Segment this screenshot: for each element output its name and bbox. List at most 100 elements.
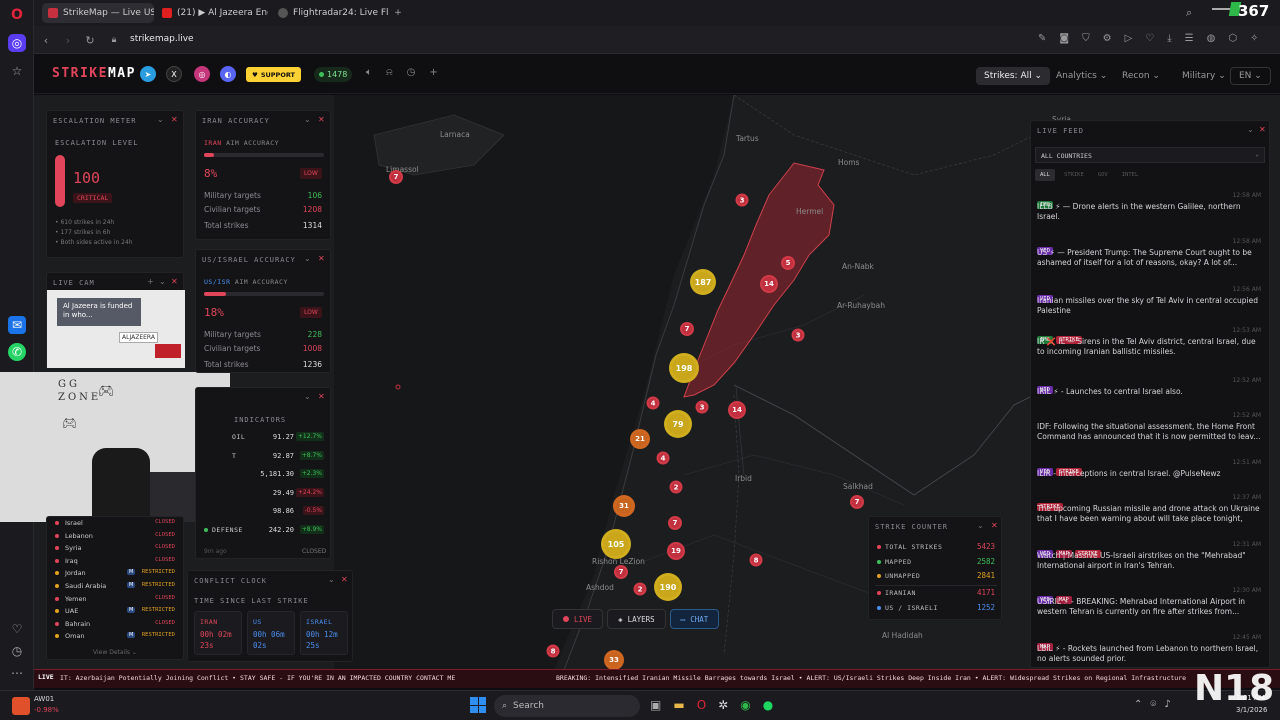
ai-icon[interactable]: ✧ — [1250, 33, 1259, 44]
account-icon[interactable]: ◍ — [1206, 33, 1216, 44]
opera-taskbar-icon[interactable]: O — [696, 698, 707, 712]
mute-icon[interactable]: 🔈︎ — [366, 67, 372, 78]
reload-icon[interactable]: ↻ — [85, 33, 95, 47]
edit-icon[interactable]: ✎ — [1038, 33, 1047, 44]
network-icon[interactable]: ⌾ — [1150, 699, 1157, 710]
workspace-icon[interactable]: ◎ — [8, 34, 26, 52]
close-icon[interactable]: ✕ — [318, 392, 325, 401]
strike-marker[interactable]: 7 — [850, 495, 864, 509]
strike-marker[interactable]: 19 — [667, 542, 685, 560]
strike-marker[interactable]: 4 — [646, 396, 660, 410]
feed-item[interactable]: VID 12:58 AM US ⚡ — President Trump: The S… — [1037, 237, 1261, 268]
close-icon[interactable]: ✕ — [171, 115, 178, 124]
chevron-up-icon[interactable]: ⌃ — [1134, 699, 1143, 710]
close-icon[interactable]: ✕ — [341, 575, 348, 584]
live-button[interactable]: LIVE — [552, 609, 604, 629]
app-icon[interactable]: ✲ — [718, 698, 729, 712]
tab-strikemap[interactable]: StrikeMap — Live US/Israel — [42, 3, 154, 23]
heart-icon[interactable]: ♡ — [1145, 33, 1155, 44]
close-icon[interactable]: ✕ — [1259, 125, 1266, 134]
feed-item[interactable]: IMG STRIKE 12:53 AM IR ❌ IL — Sirens in the… — [1037, 326, 1261, 357]
country-filter-select[interactable]: ALL COUNTRIES ⌄ — [1035, 147, 1265, 163]
strike-marker[interactable]: 14 — [728, 401, 746, 419]
layers-button[interactable]: ◈ LAYERS — [607, 609, 666, 629]
volume-icon[interactable]: ♪ — [1164, 699, 1171, 710]
new-tab-plus-icon[interactable]: + — [394, 8, 402, 18]
add-icon[interactable]: + — [147, 277, 154, 286]
collapse-icon[interactable]: ⌄ — [304, 392, 311, 401]
military-menu[interactable]: Military ⌄ — [1182, 71, 1226, 81]
feed-item[interactable]: IMG 12:58 AM ILLB ⚡ — Drone alerts in the … — [1037, 191, 1261, 222]
feed-tab-all[interactable]: ALL — [1035, 169, 1055, 181]
chat-button[interactable]: ▭ CHAT — [669, 609, 720, 629]
collapse-icon[interactable]: ⌄ — [977, 521, 984, 530]
strike-marker[interactable]: 2 — [669, 480, 683, 494]
feed-item[interactable]: VID 12:52 AM IRIL ⚡ - Launches to central … — [1037, 376, 1261, 397]
strike-marker[interactable]: 198 — [669, 353, 699, 383]
close-icon[interactable]: ✕ — [318, 115, 325, 124]
strike-marker[interactable]: 7 — [668, 516, 682, 530]
strike-marker[interactable]: 187 — [690, 269, 716, 295]
collapse-icon[interactable]: ⌄ — [328, 575, 335, 584]
app-icon[interactable]: ◉ — [740, 698, 751, 712]
collapse-icon[interactable]: ⌄ — [1247, 125, 1254, 134]
instagram-icon[interactable]: ◎ — [194, 66, 210, 82]
history-icon[interactable]: ◷ — [11, 644, 23, 658]
bell-icon[interactable]: ⍾ — [386, 67, 393, 78]
opera-logo-icon[interactable]: O — [11, 7, 23, 23]
tab-flightradar[interactable]: Flightradar24: Live Flight T — [272, 3, 388, 23]
feed-item[interactable]: VID 12:56 AM Iranian missiles over the sky… — [1037, 285, 1261, 316]
download-icon[interactable]: ⤓ — [1167, 33, 1172, 44]
recon-menu[interactable]: Recon ⌄ — [1122, 71, 1160, 81]
collapse-icon[interactable]: ⌄ — [304, 115, 311, 124]
strike-marker[interactable]: 33 — [604, 650, 624, 670]
strike-marker[interactable]: 8 — [546, 644, 560, 658]
strike-marker[interactable]: 7 — [680, 322, 694, 336]
strike-marker[interactable]: 21 — [630, 429, 650, 449]
analytics-menu[interactable]: Analytics ⌄ — [1056, 71, 1108, 81]
strike-marker[interactable]: 3 — [735, 193, 749, 207]
strike-marker[interactable]: 79 — [664, 410, 692, 438]
messenger-icon[interactable]: ✉ — [8, 316, 26, 334]
feed-item[interactable]: VID STRIKE 12:51 AM ILIR - Interceptions in… — [1037, 458, 1261, 479]
feed-item[interactable]: VID MAP STRIKE 12:31 AM Watch | Massive US-I… — [1037, 540, 1261, 571]
feed-tab-gov[interactable]: GOV — [1097, 172, 1108, 178]
whatsapp-icon[interactable]: ✆ — [8, 343, 26, 361]
strikemap-logo[interactable]: STRIKEMAP — [52, 66, 136, 81]
camera-icon[interactable]: ◙ — [1059, 33, 1070, 44]
shield-icon[interactable]: ⛉ — [1082, 33, 1090, 44]
file-explorer-icon[interactable]: ▬ — [673, 698, 685, 712]
strike-marker[interactable]: 2 — [633, 582, 647, 596]
language-menu[interactable]: EN ⌄ — [1230, 67, 1271, 85]
feed-item[interactable]: MAP 12:45 AM LBIL ⚡ - Rockets launched fro… — [1037, 633, 1261, 664]
search-tabs-icon[interactable]: ⌕ — [1186, 6, 1193, 19]
strike-marker[interactable]: 7 — [389, 170, 403, 184]
lock-icon[interactable]: 🔒︎ — [111, 35, 117, 45]
strike-marker[interactable]: 5 — [781, 256, 795, 270]
stock-widget-icon[interactable] — [12, 697, 30, 715]
strike-marker[interactable]: 3 — [791, 328, 805, 342]
task-view-icon[interactable]: ▣ — [650, 698, 662, 712]
support-button[interactable]: ♥ SUPPORT — [246, 67, 301, 82]
view-details-link[interactable]: View Details ⌄ — [93, 649, 137, 656]
x-icon[interactable]: X — [166, 66, 182, 82]
telegram-icon[interactable]: ➤ — [140, 66, 156, 82]
spotify-icon[interactable]: ● — [762, 698, 774, 712]
more-icon[interactable]: ⋯ — [11, 666, 23, 680]
collapse-icon[interactable]: ⌄ — [159, 277, 166, 286]
collapse-icon[interactable]: ⌄ — [304, 254, 311, 263]
tab-aljazeera[interactable]: (21) ▶ Al Jazeera Eng — [156, 3, 268, 23]
strike-marker[interactable]: 14 — [760, 275, 778, 293]
back-icon[interactable]: ‹ — [43, 33, 49, 47]
livecam-video[interactable]: Al Jazeera is funded in who... ALJAZEERA — [47, 290, 185, 368]
discord-icon[interactable]: ◐ — [220, 66, 236, 82]
feed-tab-strike[interactable]: STRIKE — [1063, 172, 1084, 178]
collapse-icon[interactable]: ⌄ — [157, 115, 164, 124]
strikes-filter-menu[interactable]: Strikes: All ⌄ — [976, 67, 1051, 85]
add-icon[interactable]: + — [429, 67, 438, 78]
strike-marker[interactable]: 7 — [614, 565, 628, 579]
menu-icon[interactable]: ☰ — [1184, 33, 1194, 44]
strike-marker[interactable]: 4 — [656, 451, 670, 465]
bookmark-star-icon[interactable]: ☆ — [11, 64, 23, 78]
forward-icon[interactable]: › — [65, 33, 71, 47]
